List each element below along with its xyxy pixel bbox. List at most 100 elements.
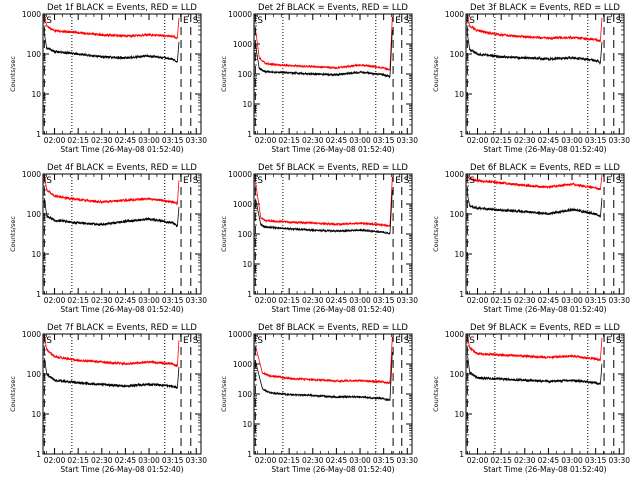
x-tick-label: 03:00: [561, 456, 583, 465]
series-line-black: [467, 194, 603, 218]
series-line-black: [44, 358, 180, 389]
y-axis-label: Counts/sec: [9, 216, 17, 252]
x-tick-label: 03:00: [561, 296, 583, 305]
y-tick-label: 1: [36, 130, 41, 139]
x-tick-label: 03:00: [349, 296, 371, 305]
plot-frame: [465, 173, 625, 295]
x-axis-label: Start Time (26-May-08 01:52:40): [60, 465, 183, 474]
x-tick-label: 02:45: [326, 136, 348, 145]
y-axis-label: Counts/sec: [432, 376, 440, 412]
y-tick-label: 100: [238, 390, 253, 399]
y-tick-label: 10: [31, 250, 41, 259]
y-tick-label: 1000: [233, 40, 252, 49]
series-line-black: [44, 34, 180, 63]
x-tick-label: 03:00: [349, 136, 371, 145]
x-tick-label: 02:30: [91, 456, 113, 465]
x-tick-label: 03:30: [185, 456, 207, 465]
x-axis-label: Start Time (26-May-08 01:52:40): [271, 305, 394, 314]
y-tick-label: 1: [459, 290, 464, 299]
x-tick-label: 03:15: [585, 456, 607, 465]
x-tick-label: 02:15: [490, 136, 512, 145]
plot-title: Det 3f BLACK = Events, RED = LLD: [470, 3, 620, 13]
y-tick-label: 1000: [22, 170, 41, 179]
series-line-red: [44, 175, 180, 206]
x-tick-label: 03:15: [585, 136, 607, 145]
plot-title: Det 6f BLACK = Events, RED = LLD: [470, 163, 620, 173]
y-tick-label: 10000: [228, 170, 252, 179]
y-axis-label: Counts/sec: [9, 56, 17, 92]
x-tick-label: 02:45: [115, 136, 137, 145]
y-tick-label: 1000: [233, 200, 252, 209]
x-tick-label: 02:00: [255, 456, 277, 465]
y-axis-label: Counts/sec: [220, 56, 228, 92]
y-tick-label: 10: [454, 250, 464, 259]
y-axis-label: Counts/sec: [9, 376, 17, 412]
x-tick-label: 02:45: [538, 296, 560, 305]
x-tick-label: 02:15: [67, 136, 89, 145]
x-tick-label: 02:00: [255, 136, 277, 145]
series-line-black: [44, 198, 180, 228]
x-tick-label: 03:30: [396, 456, 418, 465]
marker-label: S: [257, 16, 263, 26]
plot-title: Det 2f BLACK = Events, RED = LLD: [258, 3, 408, 13]
y-tick-label: 1000: [445, 330, 464, 339]
detector-plot-1: Det 1f BLACK = Events, RED = LLD 1 10 100 10…: [9, 3, 207, 154]
series-line-red: [467, 15, 603, 43]
x-tick-label: 03:30: [185, 296, 207, 305]
x-tick-label: 03:15: [373, 296, 395, 305]
y-tick-label: 10000: [228, 10, 252, 19]
x-tick-label: 03:30: [608, 456, 630, 465]
detector-plot-9: Det 9f BLACK = Events, RED = LLD 1 10 100 10…: [432, 323, 630, 474]
series-line-red: [255, 336, 393, 385]
x-tick-label: 02:45: [115, 296, 137, 305]
marker-label: S: [404, 16, 410, 26]
marker-label: E: [183, 16, 189, 26]
x-axis-label: Start Time (26-May-08 01:52:40): [483, 305, 606, 314]
series-line-red: [44, 15, 180, 40]
plot-title: Det 1f BLACK = Events, RED = LLD: [47, 3, 197, 13]
y-tick-label: 10: [454, 90, 464, 99]
y-tick-label: 1000: [22, 330, 41, 339]
marker-label: S: [193, 16, 199, 26]
x-tick-label: 03:30: [396, 296, 418, 305]
series-line-red: [255, 16, 393, 72]
y-tick-label: 100: [450, 50, 465, 59]
series-line-red: [255, 176, 393, 228]
x-tick-label: 03:30: [608, 296, 630, 305]
x-tick-label: 03:00: [138, 456, 160, 465]
x-tick-label: 03:15: [585, 296, 607, 305]
marker-label: S: [616, 16, 622, 26]
marker-label: S: [46, 16, 52, 26]
series-line-red: [467, 174, 603, 191]
y-tick-label: 100: [27, 210, 42, 219]
y-tick-label: 1: [247, 130, 252, 139]
marker-label: S: [469, 336, 475, 346]
y-tick-label: 10: [242, 260, 252, 269]
x-tick-label: 03:30: [396, 136, 418, 145]
detector-plot-8: Det 8f BLACK = Events, RED = LLD 1 10 100 10…: [220, 323, 418, 474]
marker-label: E: [606, 336, 612, 346]
y-axis-label: Counts/sec: [220, 376, 228, 412]
x-tick-label: 02:30: [514, 136, 536, 145]
x-tick-label: 02:15: [278, 136, 300, 145]
x-tick-label: 02:00: [467, 136, 489, 145]
x-tick-label: 02:30: [514, 296, 536, 305]
y-tick-label: 10: [242, 100, 252, 109]
x-tick-label: 02:45: [326, 296, 348, 305]
plot-title: Det 7f BLACK = Events, RED = LLD: [47, 323, 197, 333]
x-tick-label: 03:30: [185, 136, 207, 145]
x-tick-label: 02:00: [467, 456, 489, 465]
x-tick-label: 03:15: [162, 456, 184, 465]
x-tick-label: 02:45: [538, 136, 560, 145]
detector-plot-5: Det 5f BLACK = Events, RED = LLD 1 10 100 10…: [220, 163, 418, 314]
x-tick-label: 03:15: [373, 136, 395, 145]
y-tick-label: 10000: [228, 330, 252, 339]
x-tick-label: 02:15: [67, 296, 89, 305]
x-axis-label: Start Time (26-May-08 01:52:40): [60, 145, 183, 154]
marker-label: E: [606, 16, 612, 26]
series-line-black: [255, 29, 393, 79]
y-tick-label: 100: [238, 70, 253, 79]
y-tick-label: 1: [36, 450, 41, 459]
